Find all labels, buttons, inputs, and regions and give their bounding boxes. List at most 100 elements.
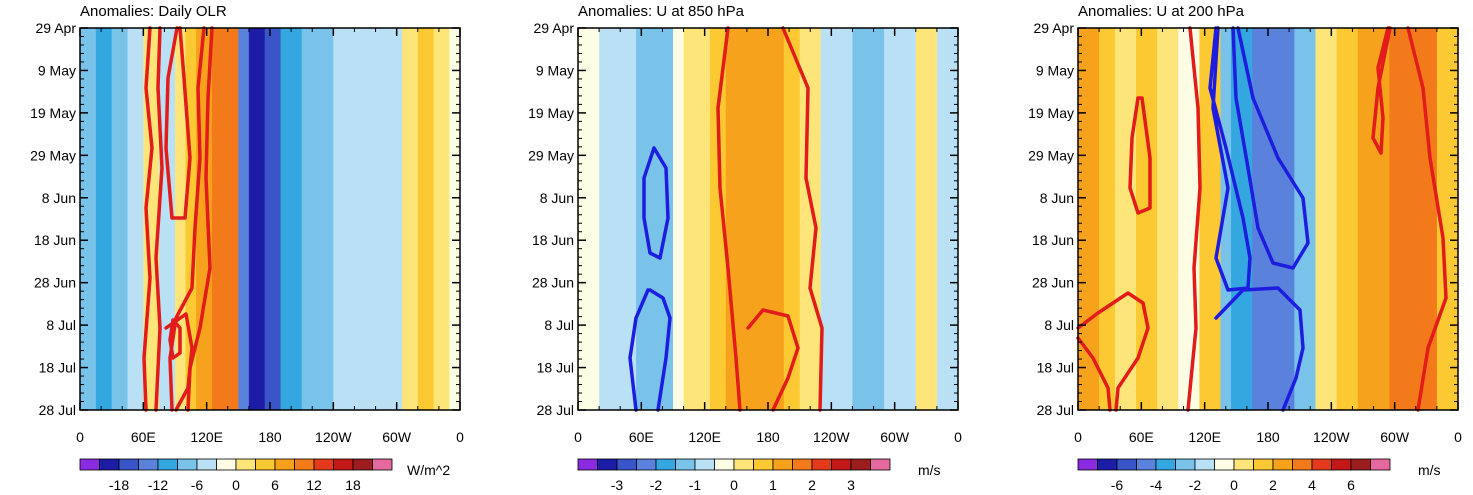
colorbar-units: m/s (1418, 462, 1441, 478)
colorbar-label: -3 (611, 477, 624, 493)
positive-contour (164, 312, 194, 412)
colorbar-swatch (118, 458, 139, 471)
x-tick-label: 120E (688, 429, 721, 445)
colorbar-label: 0 (232, 477, 240, 493)
colorbar-label: -6 (1111, 477, 1124, 493)
colorbar-swatch (1350, 458, 1371, 471)
y-tick-label: 18 Jul (39, 360, 76, 376)
y-tick-label: 29 May (1028, 147, 1074, 163)
colorbar-swatch (1331, 458, 1352, 471)
x-tick-label: 60W (382, 429, 412, 445)
heatmap-band (1436, 28, 1459, 410)
y-tick-label: 18 Jun (1032, 232, 1074, 248)
colorbar: -3 -2 -1 0 1 2 3 m/s (577, 458, 941, 493)
colorbar-swatch (733, 458, 754, 471)
y-tick-label: 29 Apr (1034, 20, 1075, 36)
heatmap-band (127, 28, 144, 410)
colorbar-label: -4 (1150, 477, 1163, 493)
heatmap-band (417, 28, 435, 410)
x-tick-label: 120W (315, 429, 352, 445)
colorbar-swatch (216, 458, 237, 471)
colorbar-label: 0 (1230, 477, 1238, 493)
heatmap-band (1357, 28, 1390, 410)
colorbar-swatch (1253, 458, 1274, 471)
heatmap-band (673, 28, 685, 410)
y-tick-label: 8 Jun (42, 190, 76, 206)
colorbar-label: -18 (109, 477, 129, 493)
colorbar-swatch (753, 458, 774, 471)
colorbar-swatch (772, 458, 793, 471)
heatmap-band (111, 28, 128, 410)
negative-contour (648, 288, 672, 412)
x-tick-label: 180 (1256, 429, 1280, 445)
colorbar-swatch (1292, 458, 1313, 471)
y-tick-label: 19 May (528, 105, 574, 121)
colorbar-label: 3 (847, 477, 855, 493)
colorbar-label: 2 (1269, 477, 1277, 493)
colorbar-swatch (694, 458, 715, 471)
x-tick-label: 120W (1313, 429, 1350, 445)
colorbar-swatch (1175, 458, 1196, 471)
y-tick-label: 29 Apr (534, 20, 575, 36)
heatmap-band (238, 28, 250, 410)
colorbar-swatch (792, 458, 813, 471)
heatmap-band (709, 28, 727, 410)
colorbar-swatch (655, 458, 676, 471)
colorbar-label: 4 (1308, 477, 1316, 493)
y-tick-label: 28 Jun (1032, 275, 1074, 291)
colorbar-swatch (333, 458, 354, 471)
positive-contour (1406, 26, 1448, 412)
panel-title: Anomalies: Daily OLR (80, 3, 227, 20)
positive-contour (164, 26, 192, 220)
heatmap-band (386, 28, 403, 410)
x-tick-label: 120E (1188, 429, 1221, 445)
positive-contour (746, 308, 800, 412)
colorbar-swatch (831, 458, 852, 471)
y-tick-label: 28 Jul (1037, 402, 1074, 418)
negative-contour (628, 288, 650, 412)
colorbar-swatch (1194, 458, 1215, 471)
heatmap-band (433, 28, 450, 410)
heatmap-band (401, 28, 419, 410)
y-tick-label: 9 May (38, 62, 76, 78)
heatmap-band (248, 28, 266, 410)
colorbar-label: -1 (689, 477, 702, 493)
heatmap-band (1315, 28, 1338, 410)
heatmap-band (1114, 28, 1137, 410)
heatmap-band (1136, 28, 1158, 410)
colorbar-swatch (255, 458, 276, 471)
colorbar-swatch (1233, 458, 1254, 471)
x-tick-label: 0 (1454, 429, 1462, 445)
y-tick-label: 9 May (1036, 62, 1074, 78)
colorbar-swatch (1155, 458, 1176, 471)
colorbar-swatch (616, 458, 637, 471)
x-tick-label: 60E (629, 429, 654, 445)
heatmap-band (599, 28, 621, 410)
y-tick-label: 28 Jun (532, 275, 574, 291)
positive-contour (142, 26, 154, 412)
colorbar-swatch (870, 458, 891, 471)
x-tick-label: 0 (456, 429, 464, 445)
colorbar: -6 -4 -2 0 2 4 6 m/s (1077, 458, 1441, 493)
colorbar-swatch (177, 458, 198, 471)
colorbar-label: 2 (808, 477, 816, 493)
colorbar-swatch (1116, 458, 1137, 471)
y-tick-label: 8 Jul (1044, 317, 1074, 333)
heatmap-band (301, 28, 334, 410)
heatmap-band (820, 28, 853, 410)
x-tick-label: 0 (1074, 429, 1082, 445)
colorbar-swatch (850, 458, 871, 471)
colorbar-label: 0 (730, 477, 738, 493)
colorbar-label: 6 (1347, 477, 1355, 493)
y-tick-label: 19 May (1028, 105, 1074, 121)
y-tick-label: 28 Jun (34, 275, 76, 291)
colorbar-swatch (811, 458, 832, 471)
heatmap-band (799, 28, 822, 410)
y-tick-label: 29 Apr (36, 20, 77, 36)
y-tick-label: 18 Jul (1037, 360, 1074, 376)
colorbar-label: 6 (271, 477, 279, 493)
heatmap-band (852, 28, 885, 410)
